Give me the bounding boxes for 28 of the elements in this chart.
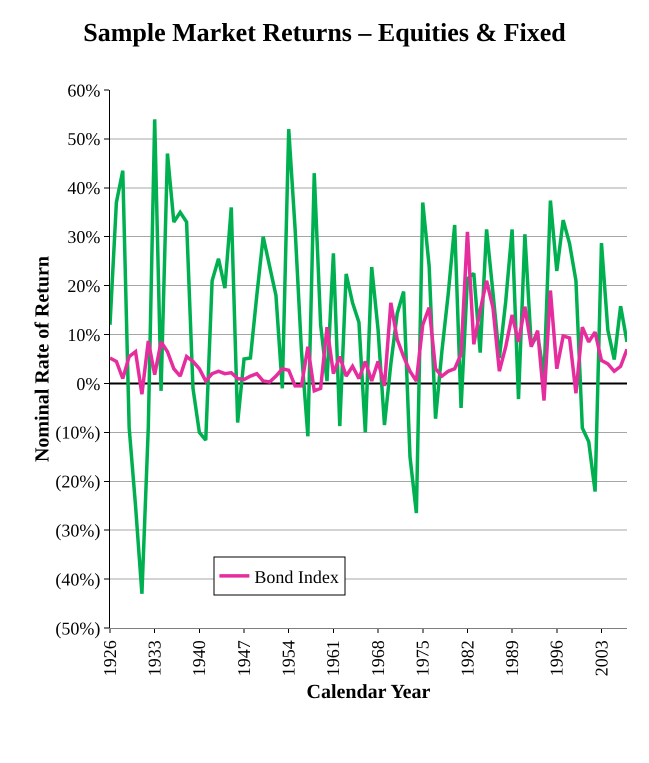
legend-label: Bond Index — [254, 566, 339, 587]
y-tick-label: 40% — [67, 178, 100, 198]
x-tick-label: 1989 — [502, 640, 522, 676]
x-tick-label: 1940 — [189, 640, 210, 676]
x-axis-title: Calendar Year — [306, 681, 431, 703]
x-tick-label: 1954 — [278, 640, 299, 676]
x-tick-label: 1933 — [144, 640, 165, 676]
x-tick-label: 1926 — [100, 640, 120, 676]
y-tick-label: (20%) — [55, 472, 100, 492]
y-tick-label: (10%) — [55, 422, 100, 443]
x-tick-label: 1961 — [323, 640, 344, 676]
y-tick-label: 0% — [76, 374, 100, 394]
x-tick-label: 1975 — [412, 640, 433, 676]
y-axis-title: Nominal Rate of Return — [31, 256, 54, 462]
y-tick-label: (40%) — [55, 569, 100, 590]
x-tick-label: 1947 — [234, 640, 254, 676]
x-tick-label: 1968 — [368, 640, 388, 676]
y-tick-label: (30%) — [55, 520, 100, 540]
y-tick-label: 50% — [67, 129, 100, 150]
x-tick-label: 1982 — [457, 640, 478, 676]
y-tick-label: 60% — [67, 80, 100, 100]
y-tick-label: 30% — [67, 227, 100, 248]
y-tick-label: (50%) — [55, 618, 100, 638]
x-tick-label: 2003 — [591, 640, 612, 676]
y-tick-label: 20% — [67, 276, 100, 296]
chart-title: Sample Market Returns – Equities & Fixed — [83, 18, 566, 48]
y-tick-label: 10% — [67, 324, 100, 345]
x-tick-label: 1996 — [546, 640, 567, 676]
